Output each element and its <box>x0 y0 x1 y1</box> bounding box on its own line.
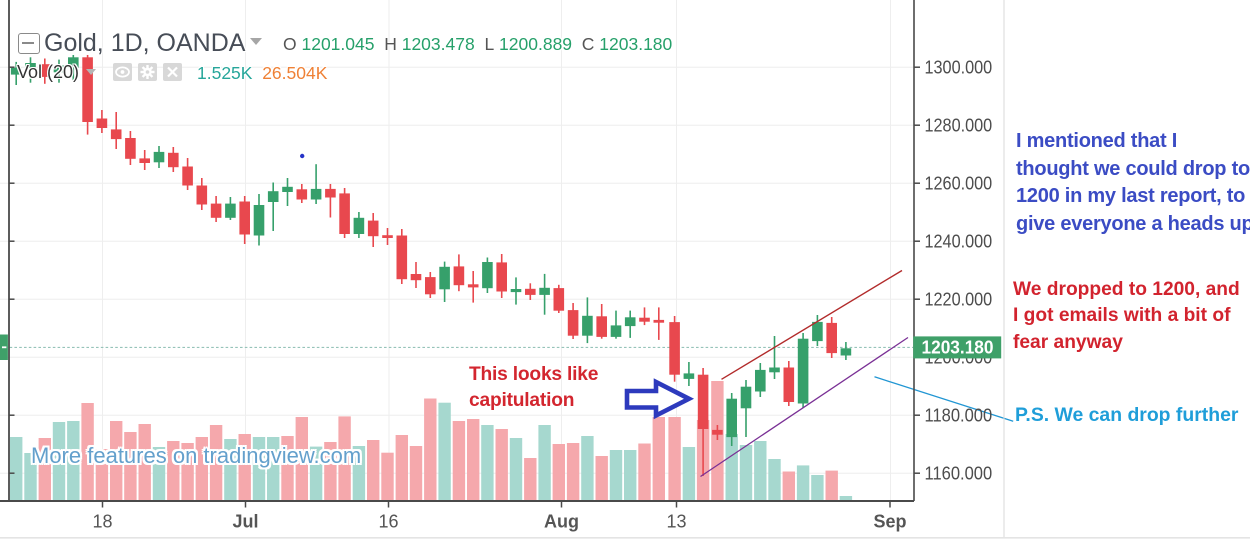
svg-text:1180.000: 1180.000 <box>925 405 993 425</box>
svg-text:1203.180: 1203.180 <box>922 337 994 357</box>
svg-text:1280.000: 1280.000 <box>925 115 993 135</box>
svg-text:1260.000: 1260.000 <box>925 173 993 193</box>
svg-text:Sep: Sep <box>873 511 906 531</box>
svg-text:1220.000: 1220.000 <box>925 289 993 309</box>
svg-text:13: 13 <box>666 511 686 531</box>
svg-text:16: 16 <box>378 511 398 531</box>
svg-text:1160.000: 1160.000 <box>925 463 993 483</box>
svg-text:1300.000: 1300.000 <box>925 57 993 77</box>
svg-text:Aug: Aug <box>544 511 579 531</box>
svg-text:1240.000: 1240.000 <box>925 231 993 251</box>
svg-text:Jul: Jul <box>232 511 258 531</box>
svg-text:18: 18 <box>92 511 112 531</box>
